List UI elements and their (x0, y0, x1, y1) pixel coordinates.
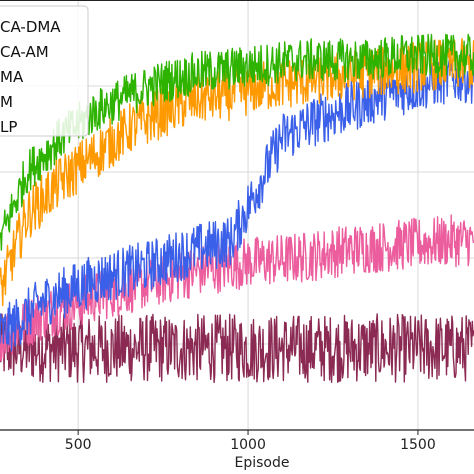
legend-label-ca-am: CA-AM (0, 43, 49, 61)
x-tick-label: 500 (65, 437, 92, 453)
legend-label-ma: MA (0, 68, 24, 86)
legend-label-ca-dma: CA-DMA (0, 18, 61, 36)
x-tick-label: 1000 (230, 437, 266, 453)
legend-label-lp: LP (0, 118, 17, 136)
legend: CA-DMA CA-AM MA M LP (0, 5, 89, 137)
axes-frame (0, 0, 474, 431)
series-line-ma (0, 51, 474, 352)
x-tick-label: 1500 (400, 437, 436, 453)
legend-box (0, 5, 89, 137)
legend-label-m: M (0, 93, 13, 111)
x-axis-label: Episode (235, 455, 290, 471)
x-axis-ticks: 500 1000 1500 (65, 430, 436, 453)
series-line-lp (0, 313, 474, 384)
